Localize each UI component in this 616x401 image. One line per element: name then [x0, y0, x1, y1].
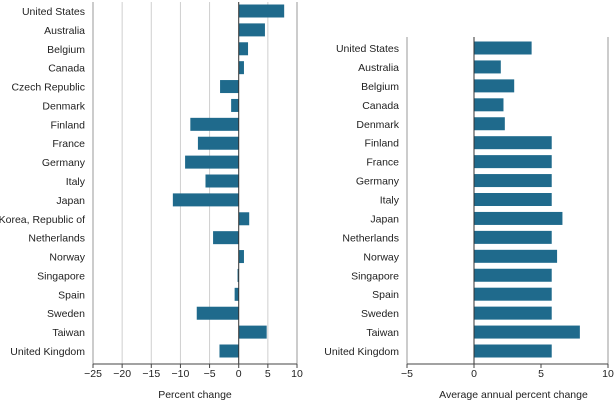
left-x-axis-label: Percent change — [158, 389, 232, 401]
left-category-label-france: France — [52, 138, 85, 150]
left-category-label-germany: Germany — [42, 157, 86, 169]
left-category-label-taiwan: Taiwan — [52, 327, 85, 339]
right-category-label-canada: Canada — [362, 100, 399, 112]
left-bar-norway — [238, 250, 244, 264]
left-bar-spain — [234, 287, 239, 301]
left-bar-australia — [238, 23, 265, 37]
left-bar-united-states — [238, 4, 285, 18]
left-tick-label-10: 10 — [291, 368, 303, 380]
left-category-label-united-kingdom: United Kingdom — [10, 346, 85, 358]
left-category-label-united-states: United States — [22, 6, 85, 18]
right-category-label-japan: Japan — [370, 213, 399, 225]
right-bar-united-kingdom — [474, 344, 552, 358]
right-bar-japan — [474, 211, 563, 225]
left-tick-label-5: −5 — [204, 368, 216, 380]
left-bar-canada — [238, 61, 244, 75]
left-bar-taiwan — [238, 325, 267, 339]
right-category-label-norway: Norway — [363, 251, 399, 263]
right-category-label-spain: Spain — [372, 289, 399, 301]
left-bar-italy — [205, 174, 239, 188]
right-tick-label-5: −5 — [401, 368, 413, 380]
left-category-label-norway: Norway — [49, 252, 85, 264]
left-category-label-japan: Japan — [56, 195, 85, 207]
right-category-label-netherlands: Netherlands — [342, 232, 399, 244]
right-x-axis-label: Average annual percent change — [439, 389, 588, 401]
right-category-label-france: France — [366, 157, 399, 169]
left-chart-panel: United States Australia Belgium Canada Czech… — [0, 2, 303, 401]
left-tick-label-10: −10 — [172, 368, 190, 380]
left-category-label-korea-republic-of: Korea, Republic of — [0, 214, 85, 226]
left-bar-france — [197, 136, 239, 150]
left-bar-singapore — [237, 268, 239, 282]
left-category-label-finland: Finland — [51, 119, 86, 131]
right-bar-denmark — [474, 117, 505, 131]
right-category-label-singapore: Singapore — [351, 270, 399, 282]
left-bar-korea-republic-of — [238, 212, 250, 226]
left-category-label-denmark: Denmark — [42, 100, 85, 112]
right-bar-germany — [474, 174, 552, 188]
left-category-label-canada: Canada — [48, 63, 85, 75]
right-bar-singapore — [474, 268, 552, 282]
right-category-label-germany: Germany — [356, 176, 400, 188]
right-bar-france — [474, 155, 552, 169]
right-bar-spain — [474, 287, 552, 301]
right-tick-label-0: 0 — [471, 368, 477, 380]
right-chart-panel: United States Australia Belgium Canada Denma… — [324, 37, 614, 401]
left-category-label-sweden: Sweden — [47, 308, 85, 320]
right-bar-italy — [474, 193, 552, 206]
right-category-label-denmark: Denmark — [356, 119, 399, 131]
left-bar-denmark — [231, 98, 239, 112]
right-category-label-finland: Finland — [365, 138, 400, 150]
left-bar-finland — [190, 117, 239, 131]
left-category-label-italy: Italy — [66, 176, 86, 188]
left-bar-united-kingdom — [219, 344, 239, 358]
right-bar-united-states — [474, 41, 532, 55]
right-category-label-united-states: United States — [336, 43, 399, 55]
left-tick-label-25: −25 — [84, 368, 102, 380]
right-bar-canada — [474, 98, 504, 112]
left-tick-label-20: −20 — [113, 368, 131, 380]
left-bar-belgium — [238, 42, 249, 56]
left-category-label-belgium: Belgium — [47, 44, 85, 56]
left-category-label-spain: Spain — [58, 289, 85, 301]
left-category-label-czech-republic: Czech Republic — [11, 82, 85, 94]
right-category-label-australia: Australia — [358, 62, 399, 74]
right-bar-norway — [474, 249, 558, 263]
left-bar-japan — [172, 193, 239, 207]
right-category-label-belgium: Belgium — [361, 81, 399, 93]
left-tick-label-15: −15 — [142, 368, 160, 380]
right-category-label-united-kingdom: United Kingdom — [324, 346, 399, 358]
right-category-label-taiwan: Taiwan — [366, 327, 399, 339]
right-bar-finland — [474, 136, 552, 150]
right-bar-belgium — [474, 79, 515, 93]
left-tick-label-5: 5 — [265, 368, 271, 380]
left-bar-czech-republic — [220, 80, 239, 94]
left-tick-label-0: 0 — [236, 368, 242, 380]
right-bar-australia — [474, 60, 501, 74]
right-category-label-sweden: Sweden — [361, 308, 399, 320]
right-bar-taiwan — [474, 325, 580, 339]
left-bar-germany — [185, 155, 239, 169]
right-bar-netherlands — [474, 230, 552, 244]
right-tick-label-10: 10 — [602, 368, 614, 380]
right-category-label-italy: Italy — [380, 195, 400, 207]
right-bar-sweden — [474, 306, 552, 320]
left-bar-netherlands — [213, 231, 239, 245]
right-tick-label-5: 5 — [538, 368, 544, 380]
left-category-label-singapore: Singapore — [37, 270, 85, 282]
left-category-label-australia: Australia — [44, 25, 85, 37]
left-category-label-netherlands: Netherlands — [28, 233, 85, 245]
left-bar-sweden — [196, 306, 239, 320]
